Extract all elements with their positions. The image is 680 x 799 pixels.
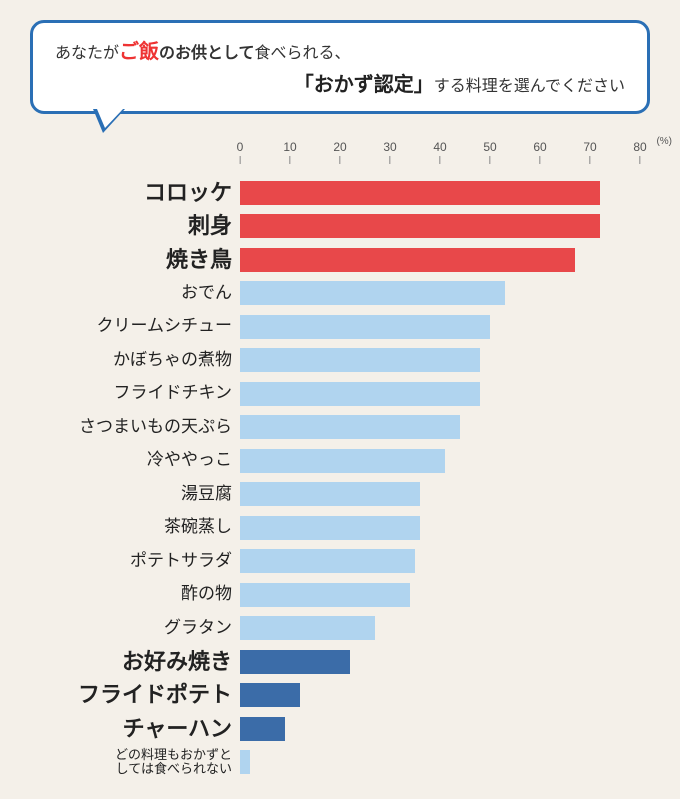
axis-tick: 70: [583, 140, 596, 164]
tick-label: 50: [483, 140, 496, 154]
bubble-line-2: 「おかず認定」する料理を選んでください: [55, 68, 625, 97]
bar-rect: [240, 315, 490, 339]
bar-row: さつまいもの天ぷら: [240, 411, 650, 445]
bar-label: さつまいもの天ぷら: [30, 418, 240, 437]
tick-label: 30: [383, 140, 396, 154]
bar-row: チャーハン: [240, 712, 650, 746]
bar-row: 焼き鳥: [240, 243, 650, 277]
bar-label: お好み焼き: [30, 650, 240, 674]
bar-row: クリームシチュー: [240, 310, 650, 344]
bubble-text: のお供として: [159, 45, 255, 62]
bar-rect: [240, 549, 415, 573]
bar-rect: [240, 214, 600, 238]
tick-mark-icon: [389, 156, 390, 164]
bar-row: フライドポテト: [240, 679, 650, 713]
axis-tick: 60: [533, 140, 546, 164]
tick-mark-icon: [439, 156, 440, 164]
bar-rect: [240, 650, 350, 674]
axis-tick: 40: [433, 140, 446, 164]
bar-rect: [240, 583, 410, 607]
bar-rect: [240, 348, 480, 372]
bar-rect: [240, 717, 285, 741]
bar-row: 刺身: [240, 210, 650, 244]
bars-container: コロッケ刺身焼き鳥おでんクリームシチューかぼちゃの煮物フライドチキンさつまいもの…: [240, 176, 650, 779]
bar-row: 冷ややっこ: [240, 444, 650, 478]
bar-label: 茶碗蒸し: [30, 518, 240, 537]
bar-label: 冷ややっこ: [30, 451, 240, 470]
bar-rect: [240, 516, 420, 540]
tick-label: 70: [583, 140, 596, 154]
bar-row: お好み焼き: [240, 645, 650, 679]
tick-mark-icon: [489, 156, 490, 164]
axis-tick: 80: [633, 140, 646, 164]
tick-label: 60: [533, 140, 546, 154]
bubble-emphasis-2: 「おかず認定」: [294, 74, 434, 96]
bar-label: チャーハン: [30, 717, 240, 741]
bar-label: 刺身: [30, 214, 240, 238]
tick-label: 0: [237, 140, 244, 154]
bar-row: 湯豆腐: [240, 478, 650, 512]
bar-label: クリームシチュー: [30, 317, 240, 336]
bar-label: コロッケ: [30, 181, 240, 205]
bar-rect: [240, 750, 250, 774]
bubble-tail-icon: [93, 109, 125, 133]
tick-mark-icon: [240, 156, 241, 164]
bar-row: おでん: [240, 277, 650, 311]
bar-label: グラタン: [30, 619, 240, 638]
tick-mark-icon: [639, 156, 640, 164]
bubble-text: する料理を選んでください: [434, 78, 625, 95]
speech-bubble: あなたがご飯のお供として食べられる、 「おかず認定」する料理を選んでください: [30, 20, 650, 114]
bar-label: 湯豆腐: [30, 485, 240, 504]
bar-label: どの料理もおかずと しては食べられない: [30, 748, 240, 777]
bar-row: グラタン: [240, 612, 650, 646]
bar-rect: [240, 382, 480, 406]
axis-tick: 30: [383, 140, 396, 164]
axis-tick: 50: [483, 140, 496, 164]
bar-label: ポテトサラダ: [30, 552, 240, 571]
bubble-emphasis: ご飯: [119, 41, 159, 63]
tick-mark-icon: [589, 156, 590, 164]
x-axis: (%) 01020304050607080: [240, 140, 650, 170]
tick-mark-icon: [539, 156, 540, 164]
tick-label: 80: [633, 140, 646, 154]
bar-rect: [240, 181, 600, 205]
bar-chart: (%) 01020304050607080 コロッケ刺身焼き鳥おでんクリームシチ…: [30, 140, 650, 779]
bar-rect: [240, 683, 300, 707]
tick-label: 40: [433, 140, 446, 154]
axis-unit: (%): [656, 136, 672, 147]
bar-label: かぼちゃの煮物: [30, 351, 240, 370]
bar-rect: [240, 449, 445, 473]
bar-label: フライドチキン: [30, 384, 240, 403]
tick-mark-icon: [339, 156, 340, 164]
bar-row: かぼちゃの煮物: [240, 344, 650, 378]
bar-row: フライドチキン: [240, 377, 650, 411]
bar-label: 焼き鳥: [30, 248, 240, 272]
bubble-line-1: あなたがご飯のお供として食べられる、: [55, 35, 625, 64]
bar-label: おでん: [30, 284, 240, 303]
axis-tick: 10: [283, 140, 296, 164]
bubble-text: 食べられる、: [255, 45, 351, 62]
bar-row: コロッケ: [240, 176, 650, 210]
axis-tick: 20: [333, 140, 346, 164]
bar-rect: [240, 281, 505, 305]
bar-row: ポテトサラダ: [240, 545, 650, 579]
tick-label: 10: [283, 140, 296, 154]
bar-rect: [240, 248, 575, 272]
bar-rect: [240, 482, 420, 506]
bar-label: 酢の物: [30, 585, 240, 604]
bar-rect: [240, 616, 375, 640]
bubble-text: あなたが: [55, 45, 119, 62]
bar-rect: [240, 415, 460, 439]
bar-row: 酢の物: [240, 578, 650, 612]
tick-mark-icon: [289, 156, 290, 164]
axis-tick: 0: [237, 140, 244, 164]
bar-row: 茶碗蒸し: [240, 511, 650, 545]
tick-label: 20: [333, 140, 346, 154]
bar-label: フライドポテト: [30, 683, 240, 707]
